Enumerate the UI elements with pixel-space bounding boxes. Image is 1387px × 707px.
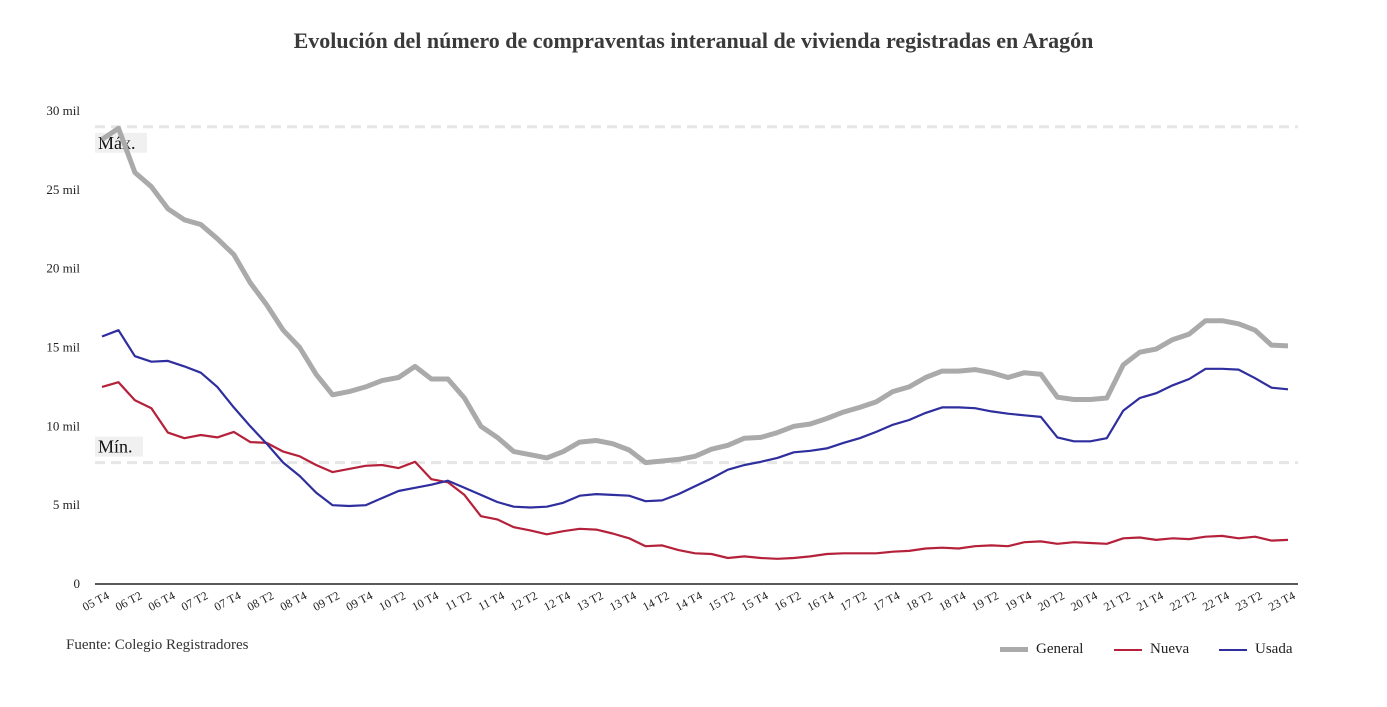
x-tick-label: 14 T4 [673, 588, 704, 614]
x-tick-label: 17 T4 [871, 588, 902, 614]
x-tick-label: 08 T2 [245, 588, 276, 614]
x-tick-label: 07 T4 [212, 588, 243, 614]
legend-label-general: General [1036, 641, 1084, 657]
y-tick-label: 0 [74, 576, 81, 591]
x-tick-label: 19 T2 [970, 588, 1001, 614]
x-tick-label: 12 T2 [508, 588, 539, 614]
y-tick-label: 30 mil [46, 103, 80, 118]
y-tick-label: 15 mil [46, 340, 80, 355]
source-note: Fuente: Colegio Registradores [66, 637, 249, 653]
x-tick-label: 13 T4 [607, 588, 638, 614]
series-line-general [100, 125, 1289, 466]
x-tick-label: 15 T2 [706, 588, 737, 614]
legend-item-general: General [1000, 641, 1083, 658]
x-tick-label: 05 T4 [80, 588, 111, 614]
x-tick-label: 22 T2 [1167, 588, 1198, 614]
x-tick-label: 09 T4 [344, 588, 375, 614]
x-tick-label: 15 T4 [739, 588, 770, 614]
chart-title: Evolución del número de compraventas int… [293, 28, 1094, 53]
x-tick-label: 20 T2 [1035, 588, 1066, 614]
x-tick-label: 22 T4 [1200, 588, 1231, 614]
x-tick-label: 12 T4 [541, 588, 572, 614]
legend-swatch-general [1000, 647, 1028, 652]
x-tick-label: 13 T2 [574, 588, 605, 614]
x-tick-label: 23 T4 [1266, 588, 1297, 614]
x-tick-label: 14 T2 [640, 588, 671, 614]
x-tick-label: 07 T2 [179, 588, 210, 614]
legend-item-usada: Usada [1219, 641, 1293, 658]
x-tick-label: 11 T2 [443, 588, 474, 613]
x-tick-label: 18 T4 [937, 588, 968, 614]
series-line-nueva [101, 381, 1289, 560]
legend-item-nueva: Nueva [1114, 641, 1189, 658]
legend-swatch-nueva [1114, 648, 1142, 651]
legend-swatch-usada [1219, 648, 1247, 651]
x-tick-label: 19 T4 [1002, 588, 1033, 614]
legend-label-nueva: Nueva [1150, 641, 1190, 657]
x-tick-label: 17 T2 [838, 588, 869, 614]
x-tick-label: 11 T4 [476, 588, 507, 613]
x-tick-label: 18 T2 [904, 588, 935, 614]
x-tick-label: 10 T4 [409, 588, 440, 614]
x-tick-label: 21 T4 [1134, 588, 1165, 614]
y-tick-label: 10 mil [46, 418, 80, 433]
x-tick-label: 09 T2 [311, 588, 342, 614]
legend-label-usada: Usada [1255, 641, 1293, 657]
x-tick-label: 06 T2 [113, 588, 144, 614]
x-tick-label: 16 T2 [772, 588, 803, 614]
y-tick-label: 25 mil [46, 182, 80, 197]
x-tick-label: 10 T2 [377, 588, 408, 614]
x-tick-label: 23 T2 [1233, 588, 1264, 614]
reference-label: Mín. [98, 437, 133, 457]
x-tick-label: 06 T4 [146, 588, 177, 614]
x-tick-label: 08 T4 [278, 588, 309, 614]
x-tick-label: 21 T2 [1101, 588, 1132, 614]
y-tick-label: 20 mil [46, 261, 80, 276]
x-tick-label: 16 T4 [805, 588, 836, 614]
y-tick-label: 5 mil [53, 497, 80, 512]
reference-label-bg [95, 436, 143, 457]
series-line-usada [101, 329, 1289, 509]
x-tick-label: 20 T4 [1068, 588, 1099, 614]
